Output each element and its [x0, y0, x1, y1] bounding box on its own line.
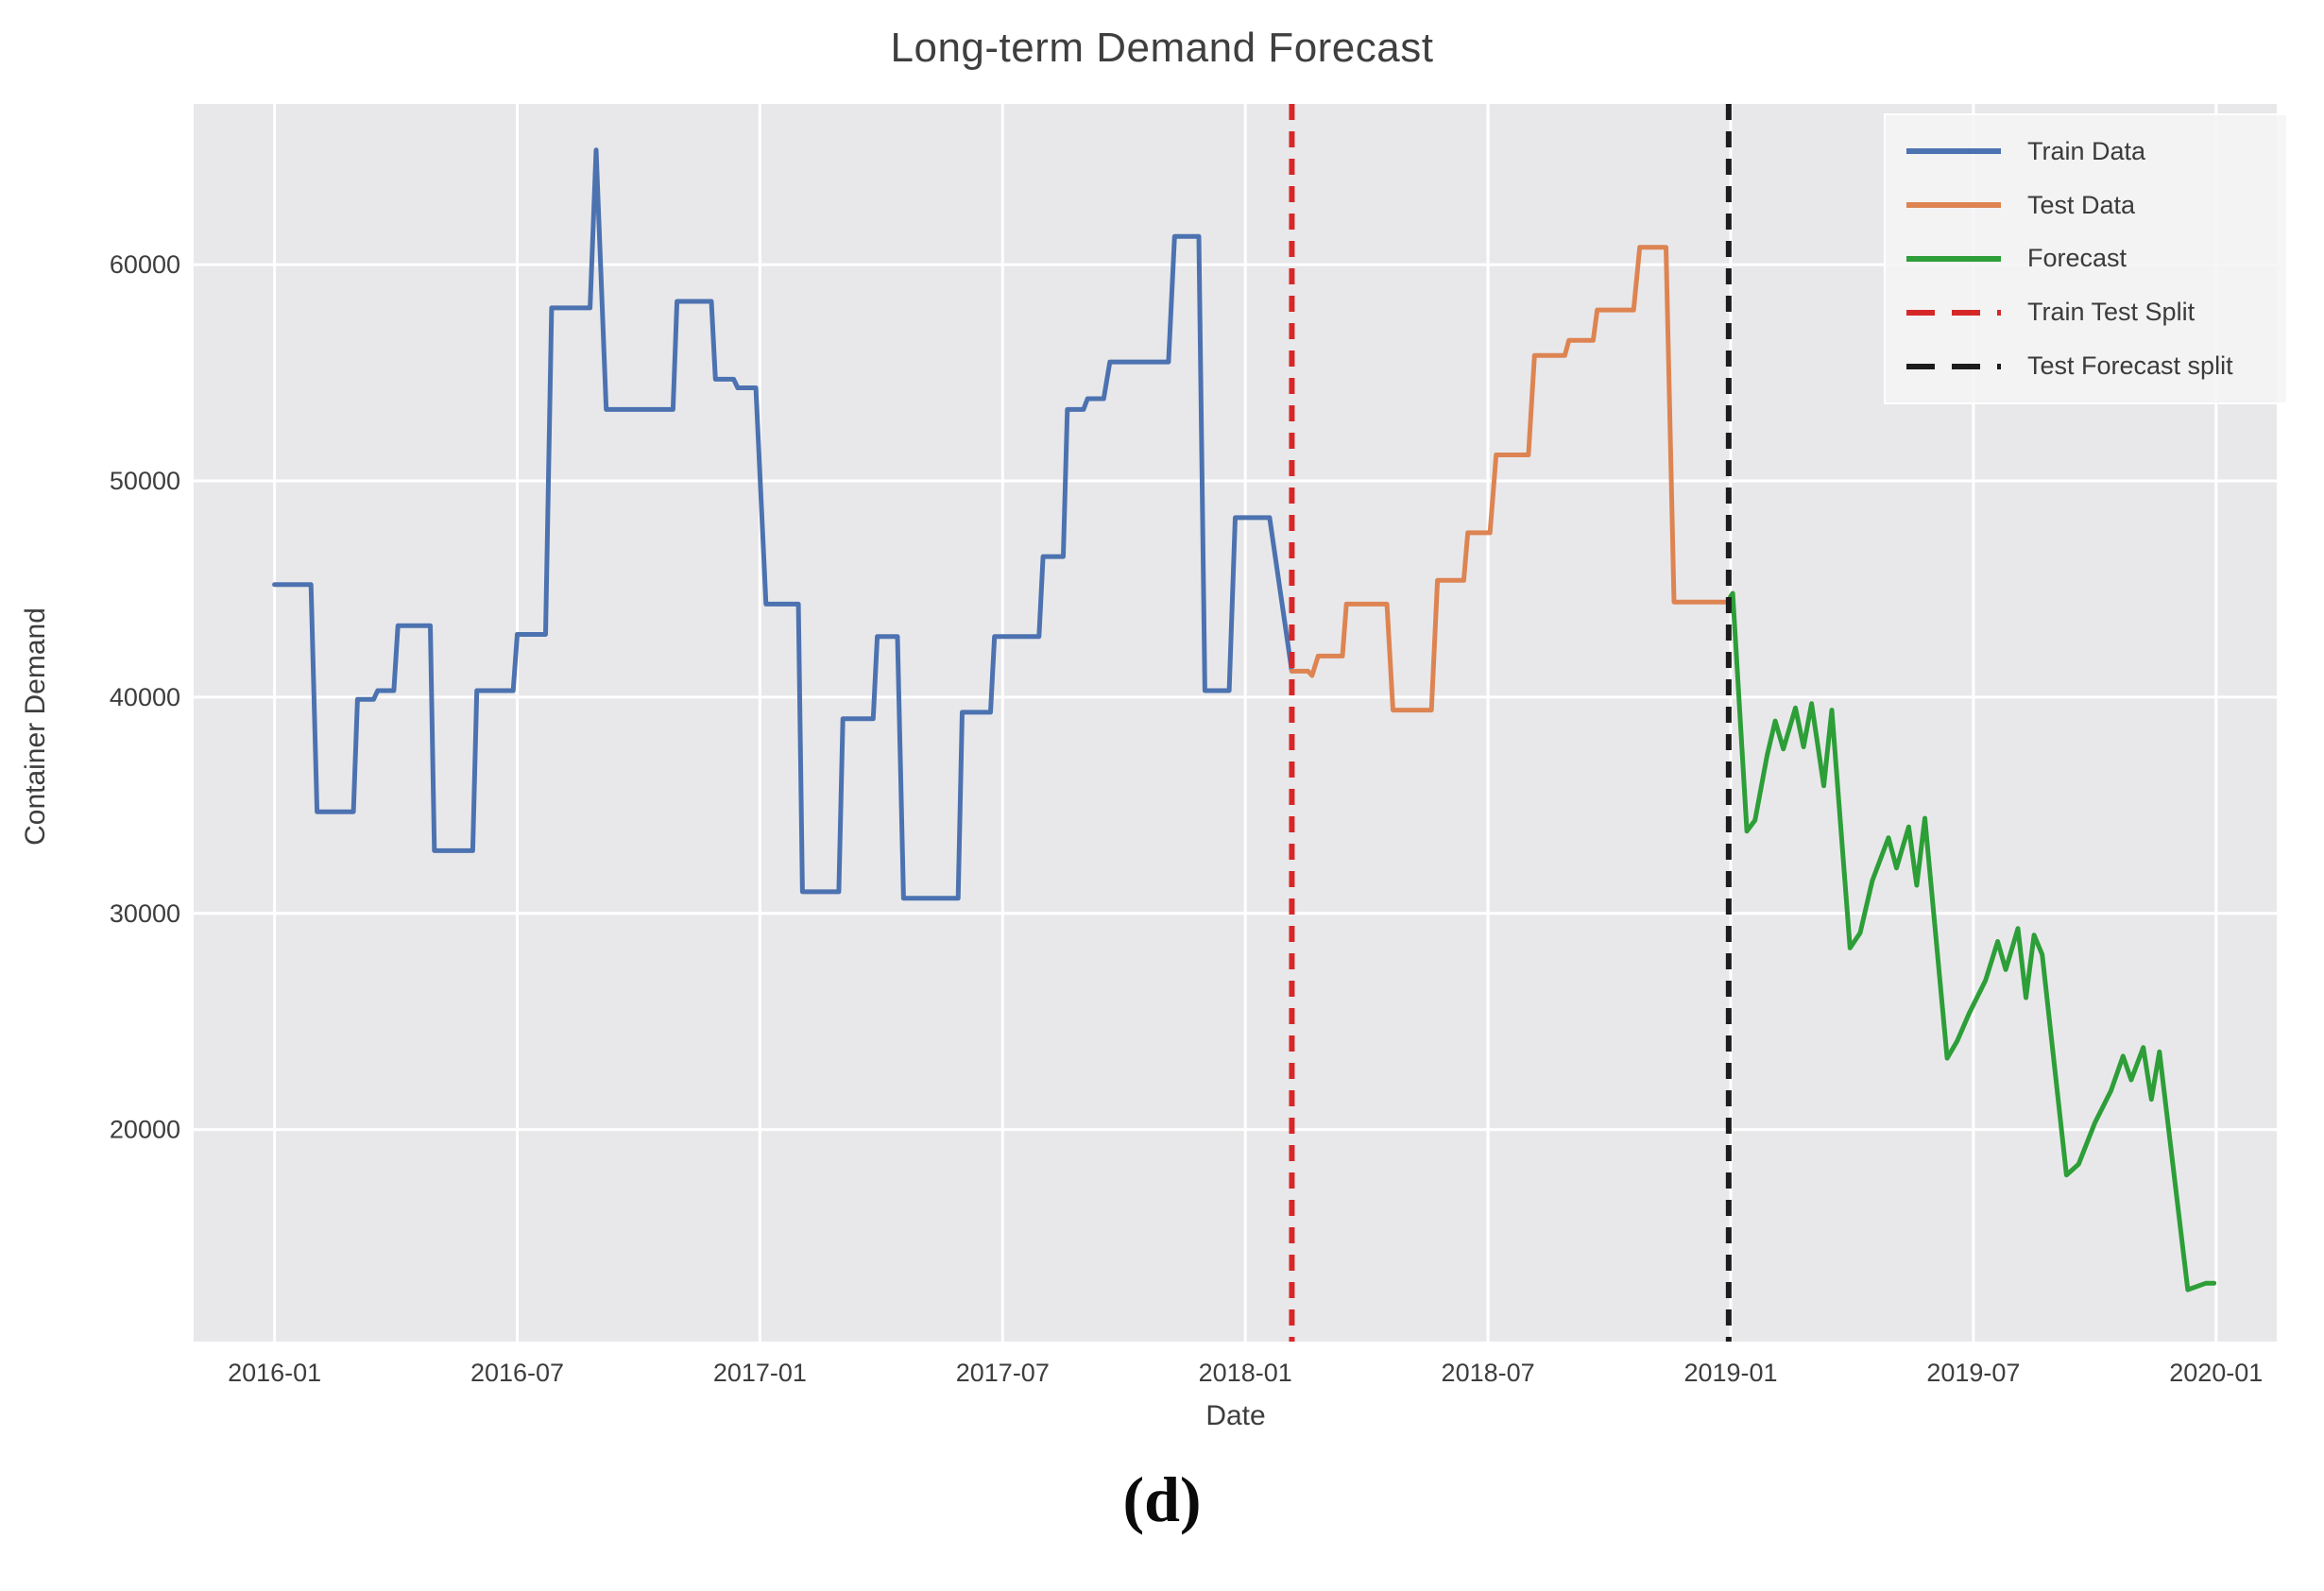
legend: Train Data Test Data Forecast Train Test Sp…: [1884, 113, 2288, 404]
legend-label: Test Forecast split: [2027, 351, 2233, 381]
chart-title: Long-term Demand Forecast: [890, 25, 1434, 71]
data-series: [272, 147, 2217, 1292]
series-forecast: [1726, 590, 2217, 1292]
x-tick-label: 2018-07: [1442, 1359, 1535, 1387]
legend-label: Train Test Split: [2027, 298, 2196, 327]
y-tick-label: 30000: [110, 899, 180, 928]
x-axis-label: Date: [1205, 1400, 1266, 1431]
y-tick-labels: 20000 30000 40000 50000 60000: [110, 250, 180, 1144]
y-tick-label: 60000: [110, 250, 180, 279]
legend-dashed-line-swatch: [1906, 363, 2001, 369]
y-tick-label: 40000: [110, 683, 180, 711]
x-tick-label: 2016-01: [228, 1359, 321, 1387]
figure-caption: (d): [1122, 1463, 1202, 1535]
y-axis-label: Container Demand: [20, 607, 51, 846]
x-tick-label: 2017-01: [713, 1359, 807, 1387]
x-tick-label: 2016-07: [470, 1359, 564, 1387]
legend-item: Train Data: [1905, 137, 2286, 166]
x-tick-label: 2019-07: [1926, 1359, 2020, 1387]
series-train-data: [272, 147, 1294, 901]
x-tick-labels: 2016-01 2016-07 2017-01 2017-07 2018-01 2018-…: [228, 1359, 2263, 1387]
x-tick-label: 2020-01: [2169, 1359, 2263, 1387]
x-tick-label: 2019-01: [1683, 1359, 1777, 1387]
legend-dashed-line-swatch: [1906, 309, 2001, 316]
legend-item: Test Forecast split: [1905, 351, 2286, 381]
y-tick-label: 20000: [110, 1116, 180, 1144]
legend-item: Train Test Split: [1905, 298, 2286, 327]
legend-line-swatch: [1906, 202, 2001, 209]
x-tick-label: 2017-07: [956, 1359, 1050, 1387]
x-tick-label: 2018-01: [1199, 1359, 1292, 1387]
legend-line-swatch: [1906, 148, 2001, 155]
y-tick-label: 50000: [110, 467, 180, 495]
legend-label: Forecast: [2027, 244, 2127, 273]
split-lines: [1289, 104, 1732, 1342]
legend-line-swatch: [1906, 255, 2001, 262]
series-test-data: [1289, 245, 1732, 713]
legend-item: Forecast: [1905, 244, 2286, 273]
legend-item: Test Data: [1905, 191, 2286, 220]
legend-label: Test Data: [2027, 190, 2136, 219]
legend-label: Train Data: [2027, 136, 2146, 165]
